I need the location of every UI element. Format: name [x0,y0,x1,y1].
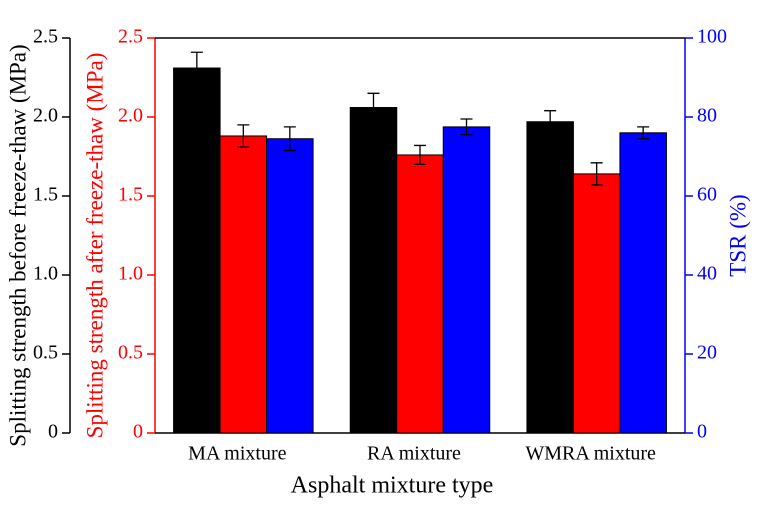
x-tick-label: MA mixture [188,443,286,465]
tick-label: 40 [697,263,717,285]
tick-label: 0.5 [33,342,58,364]
tick-label: 2.5 [118,26,143,48]
bar [396,154,444,434]
bar [572,173,621,434]
bar [219,135,268,434]
tick-label: 1.5 [33,184,58,206]
bar [442,126,491,434]
error-bar [414,144,426,166]
error-bar [637,126,650,140]
y-axis-label: Splitting strength before freeze-thaw (M… [5,44,30,446]
tick-label: 1.0 [118,263,143,285]
x-tick-label: WMRA mixture [525,443,656,465]
bar [619,132,667,434]
tick-label: 0 [48,421,58,443]
tick-label: 0 [133,421,143,443]
bar [526,121,574,434]
tick-label: 100 [697,26,727,48]
tick-label: 0 [697,421,707,443]
tick-label: 2.5 [33,26,58,48]
error-bar [590,162,603,186]
bar [349,107,398,434]
x-axis-label: Asphalt mixture type [291,473,494,499]
x-tick-label: RA mixture [367,443,461,465]
error-bar [460,118,473,136]
tick-label: 20 [697,342,717,364]
error-bar [544,110,557,134]
tick-label: 60 [697,184,717,206]
bar [266,138,314,434]
tick-label: 1.5 [118,184,143,206]
tick-label: 0.5 [118,342,143,364]
error-bar [283,126,296,152]
tick-label: 2.0 [118,105,143,127]
tick-label: 80 [697,105,717,127]
y2-axis-label: TSR (%) [725,194,750,276]
tick-label: 1.0 [33,263,58,285]
bar [173,67,221,434]
error-bar [237,124,250,148]
tick-label: 2.0 [33,105,58,127]
error-bar [367,92,380,123]
y3-axis-label: Splitting strength after freeze-thaw (MP… [82,53,107,439]
error-bar [190,51,203,85]
